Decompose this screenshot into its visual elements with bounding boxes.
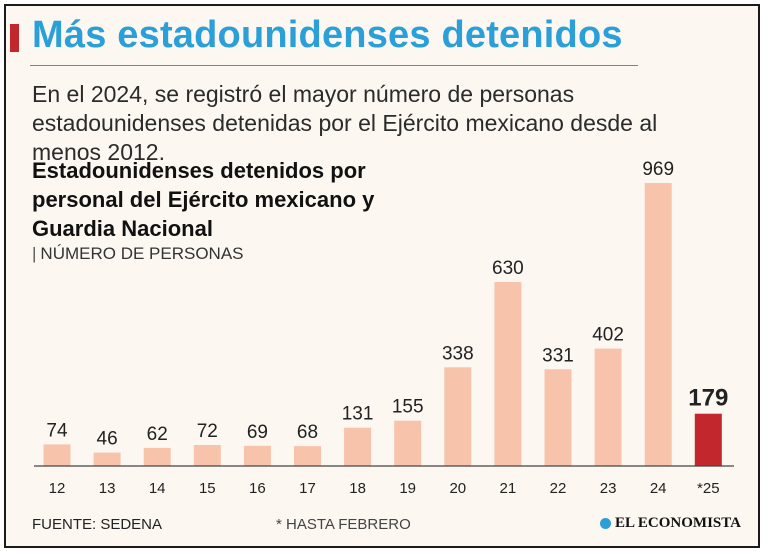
data-label: 69 [247,422,268,443]
data-label: 155 [392,397,424,418]
chart-unit: | NÚMERO DE PERSONAS [32,244,244,264]
bar-15 [193,445,221,466]
unit-divider: | [32,244,37,263]
brand-logo: EL ECONOMISTA [600,515,741,532]
x-tick-label: 20 [449,480,466,497]
bar-24 [644,183,672,466]
bar-19 [394,420,422,466]
data-label: 179 [688,385,728,412]
data-label: 630 [492,258,524,279]
bar-22 [544,369,572,466]
data-label: 62 [147,424,168,445]
x-tick-label: *25 [697,480,720,497]
x-tick-label: 15 [199,480,216,497]
bar-13 [93,452,121,466]
bar-14 [143,447,171,466]
x-tick-label: 24 [650,480,667,497]
bar-21 [494,282,522,466]
brand-icon [600,518,611,529]
infographic-frame [4,4,760,548]
data-label: 68 [297,422,318,443]
data-label: 74 [46,420,68,441]
subtitle: En el 2024, se registró el mayor número … [32,81,658,165]
x-tick-label: 23 [600,480,617,497]
bar-16 [243,445,271,466]
data-label: 46 [97,429,118,450]
x-tick-label: 21 [500,480,517,497]
brand-name: EL ECONOMISTA [615,515,741,531]
x-tick-label: 14 [149,480,166,497]
data-label: 969 [642,159,674,180]
x-tick-label: 18 [349,480,366,497]
accent-bar [10,24,19,52]
footnote: * HASTA FEBRERO [276,516,411,533]
data-label: 402 [592,325,624,346]
x-tick-label: 17 [299,480,316,497]
chart-title: Estadounidenses detenidos por personal d… [32,158,375,241]
x-tick-label: 12 [49,480,66,497]
x-tick-label: 19 [399,480,416,497]
chart-unit-label: NÚMERO DE PERSONAS [40,244,244,263]
bar-12 [43,444,71,466]
x-tick-label: 16 [249,480,266,497]
data-label: 131 [342,404,374,425]
x-tick-label: 22 [550,480,567,497]
data-label: 331 [542,345,574,366]
bar-20 [444,367,472,466]
source-note: FUENTE: SEDENA [32,516,163,533]
bar-25 [694,413,722,466]
bar-17 [294,446,321,466]
main-title: Más estadounidenses detenidos [32,14,623,56]
x-tick-label: 13 [99,480,116,497]
bar-23 [594,348,622,466]
data-label: 72 [197,421,218,442]
bar-18 [344,427,372,466]
data-label: 338 [442,343,474,364]
title-divider [30,65,638,66]
